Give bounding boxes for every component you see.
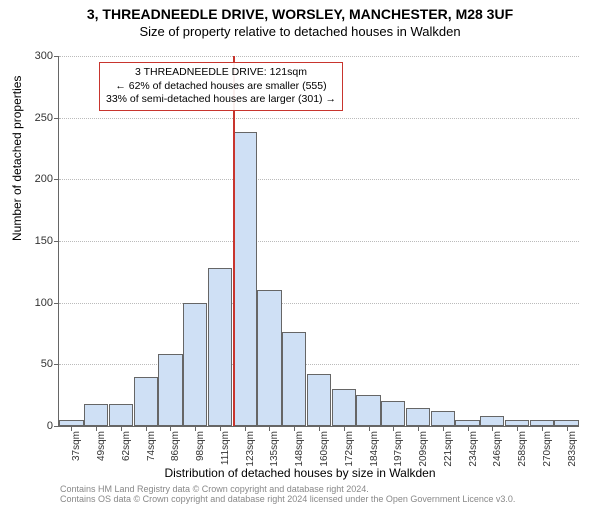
ytick-mark xyxy=(54,303,59,304)
ytick-label: 0 xyxy=(13,420,53,432)
ytick-label: 300 xyxy=(13,50,53,62)
gridline xyxy=(59,118,579,119)
ytick-mark xyxy=(54,364,59,365)
ytick-mark xyxy=(54,56,59,57)
bar xyxy=(431,411,455,426)
annotation-line: 33% of semi-detached houses are larger (… xyxy=(106,93,336,107)
ytick-mark xyxy=(54,118,59,119)
bar xyxy=(158,354,182,426)
bar xyxy=(307,374,331,426)
bar xyxy=(480,416,504,426)
bar xyxy=(332,389,356,426)
marker-line xyxy=(233,56,235,426)
page-title: 3, THREADNEEDLE DRIVE, WORSLEY, MANCHEST… xyxy=(0,6,600,22)
bar xyxy=(257,290,281,426)
annotation-line: ← 62% of detached houses are smaller (55… xyxy=(106,80,336,94)
ytick-label: 100 xyxy=(13,297,53,309)
ytick-label: 50 xyxy=(13,358,53,370)
x-axis-label: Distribution of detached houses by size … xyxy=(0,466,600,480)
bar xyxy=(109,404,133,426)
bar xyxy=(282,332,306,426)
bar xyxy=(208,268,232,426)
bar xyxy=(381,401,405,426)
ytick-mark xyxy=(54,179,59,180)
gridline xyxy=(59,179,579,180)
footer-line-1: Contains HM Land Registry data © Crown c… xyxy=(60,484,515,494)
page-subtitle: Size of property relative to detached ho… xyxy=(0,24,600,39)
bar xyxy=(84,404,108,426)
chart-area: 05010015020025030037sqm49sqm62sqm74sqm86… xyxy=(58,56,578,426)
gridline xyxy=(59,56,579,57)
y-axis-label: Number of detached properties xyxy=(10,76,24,241)
bar xyxy=(406,408,430,427)
plot-region: 05010015020025030037sqm49sqm62sqm74sqm86… xyxy=(58,56,579,427)
bar xyxy=(356,395,380,426)
ytick-mark xyxy=(54,426,59,427)
footer-attribution: Contains HM Land Registry data © Crown c… xyxy=(60,484,515,504)
annotation-box: 3 THREADNEEDLE DRIVE: 121sqm← 62% of det… xyxy=(99,62,343,111)
ytick-mark xyxy=(54,241,59,242)
footer-line-2: Contains OS data © Crown copyright and d… xyxy=(60,494,515,504)
ytick-label: 250 xyxy=(13,112,53,124)
ytick-label: 150 xyxy=(13,235,53,247)
gridline xyxy=(59,241,579,242)
bar xyxy=(134,377,158,426)
bar xyxy=(233,132,257,426)
ytick-label: 200 xyxy=(13,173,53,185)
gridline xyxy=(59,303,579,304)
bar xyxy=(183,303,207,426)
annotation-line: 3 THREADNEEDLE DRIVE: 121sqm xyxy=(106,66,336,80)
gridline xyxy=(59,364,579,365)
